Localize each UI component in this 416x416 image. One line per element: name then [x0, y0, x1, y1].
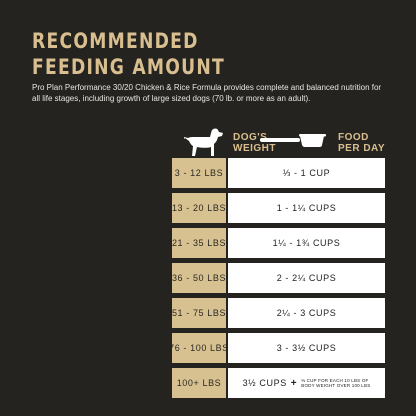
food-header: FOOD PER DAY: [338, 132, 385, 154]
weight-cell: 13 - 20 LBS: [172, 193, 226, 223]
food-header-line-1: FOOD: [338, 132, 369, 143]
weight-cell: 3 - 12 LBS: [172, 158, 226, 188]
weight-header-line-1: DOG'S: [233, 132, 268, 143]
food-cell: 1 - 1¼ CUPS: [228, 193, 385, 223]
weight-cell: 36 - 50 LBS: [172, 263, 226, 293]
title-line-1: RECOMMENDED: [32, 29, 199, 53]
weight-cell: 51 - 75 LBS: [172, 298, 226, 328]
food-cell: ⅓ - 1 CUP: [228, 158, 385, 188]
food-header-line-2: PER DAY: [338, 143, 386, 154]
extra-amount-note: ⅓ CUP FOR EACH 10 LBS OF BODY WEIGHT OVE…: [301, 378, 370, 389]
food-cell: 1¼ - 1¾ CUPS: [228, 228, 385, 258]
plus-sign: +: [290, 377, 298, 389]
weight-cell: 76 - 100 LBS: [169, 333, 228, 363]
title-line-2: FEEDING AMOUNT: [32, 55, 225, 79]
food-cell: 2¼ - 3 CUPS: [228, 298, 385, 328]
food-cell: 3½ CUPS + ⅓ CUP FOR EACH 10 LBS OF BODY …: [228, 368, 385, 398]
feeding-row: 76 - 100 LBS 3 - 3½ CUPS: [169, 329, 385, 369]
weight-cell: 21 - 35 LBS: [172, 228, 226, 258]
weight-cell: 100+ LBS: [172, 368, 226, 398]
feeding-row: 3 - 12 LBS ⅓ - 1 CUP: [172, 154, 385, 194]
feeding-row: 13 - 20 LBS 1 - 1¼ CUPS: [172, 189, 385, 229]
feeding-row: 36 - 50 LBS 2 - 2¼ CUPS: [172, 259, 385, 299]
food-cell: 3 - 3½ CUPS: [228, 333, 385, 363]
food-amount: 3½ CUPS: [242, 378, 287, 388]
note-line-1: ⅓ CUP FOR EACH 10 LBS OF: [301, 377, 369, 383]
feeding-row: 100+ LBS 3½ CUPS + ⅓ CUP FOR EACH 10 LBS…: [172, 364, 385, 404]
weight-header-line-2: WEIGHT: [233, 143, 276, 154]
dog-icon: [184, 128, 223, 156]
intro-text: Pro Plan Performance 30/20 Chicken & Ric…: [32, 83, 382, 103]
feeding-row: 51 - 75 LBS 2¼ - 3 CUPS: [172, 294, 385, 334]
note-line-2: BODY WEIGHT OVER 100 LBS: [301, 383, 371, 388]
measuring-cup-icon: [260, 134, 326, 147]
feeding-row: 21 - 35 LBS 1¼ - 1¾ CUPS: [172, 224, 385, 264]
weight-header: DOG'S WEIGHT: [233, 132, 276, 154]
food-cell: 2 - 2¼ CUPS: [228, 263, 385, 293]
page-title: RECOMMENDED FEEDING AMOUNT: [32, 28, 225, 80]
